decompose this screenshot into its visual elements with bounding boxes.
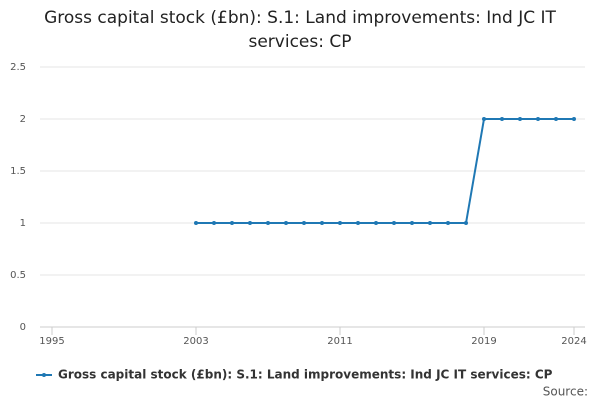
point <box>194 221 198 225</box>
y-tick-label: 2 <box>20 114 26 125</box>
y-tick-label: 1.5 <box>10 166 26 177</box>
point <box>374 221 378 225</box>
point <box>536 117 540 121</box>
point <box>302 221 306 225</box>
legend-label: Gross capital stock (£bn): S.1: Land imp… <box>58 368 553 382</box>
point <box>554 117 558 121</box>
x-tick-label: 2003 <box>183 336 208 347</box>
point <box>572 117 576 121</box>
point <box>428 221 432 225</box>
point <box>284 221 288 225</box>
y-tick-label: 2.5 <box>10 62 26 73</box>
point <box>320 221 324 225</box>
line <box>196 118 574 224</box>
legend-marker <box>42 373 46 377</box>
point <box>500 117 504 121</box>
y-tick-label: 1 <box>20 218 26 229</box>
point <box>248 221 252 225</box>
point <box>230 221 234 225</box>
chart-title: Gross capital stock (£bn): S.1: Land imp… <box>44 8 556 52</box>
point <box>356 221 360 225</box>
source: Source: <box>543 385 588 399</box>
x-tick-label: 2011 <box>327 336 352 347</box>
point <box>410 221 414 225</box>
y-tick-label: 0.5 <box>10 270 26 281</box>
point <box>266 221 270 225</box>
point <box>446 221 450 225</box>
point <box>212 221 216 225</box>
point <box>338 221 342 225</box>
x-tick-label: 2019 <box>471 336 496 347</box>
point <box>518 117 522 121</box>
point <box>464 221 468 225</box>
x-tick-label: 1995 <box>39 336 64 347</box>
y-tick-label: 0 <box>20 322 26 333</box>
x-tick-label: 2024 <box>561 336 586 347</box>
point <box>482 117 486 121</box>
point <box>392 221 396 225</box>
